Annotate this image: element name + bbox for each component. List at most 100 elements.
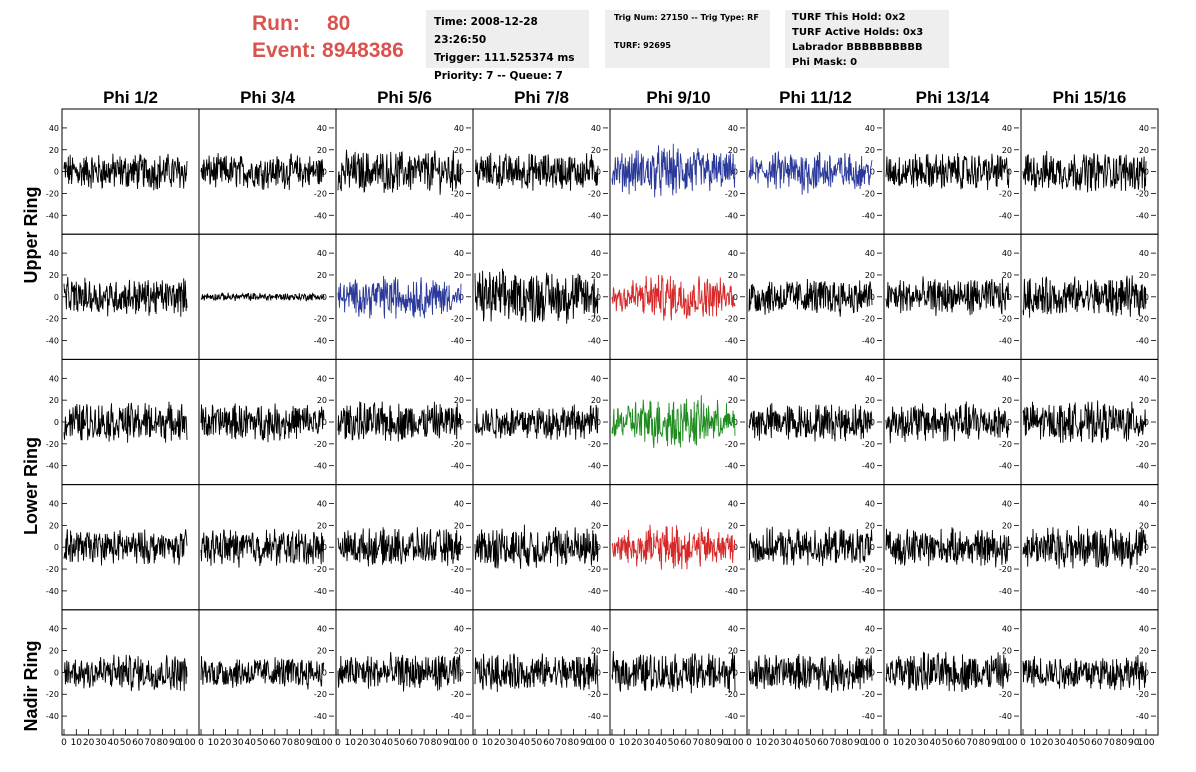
x-tick-label: 40: [518, 738, 530, 748]
y-tick-label: -20: [588, 315, 601, 324]
y-tick-label: 20: [591, 396, 601, 405]
x-tick-label: 60: [132, 738, 144, 748]
y-tick-label: 40: [1139, 249, 1149, 258]
event-value: 8948386: [322, 39, 404, 62]
column-header-phi-11-12: Phi 11/12: [779, 88, 852, 107]
y-tick-label: 0: [596, 168, 601, 177]
turf-box: TURF This Hold: 0x2 TURF Active Holds: 0…: [785, 10, 949, 68]
y-tick-label: -40: [1136, 211, 1149, 220]
panel-r2-c2: 40 20 0 -20 -40: [335, 358, 474, 486]
y-tick-label: -20: [999, 315, 1012, 324]
y-tick-label: -20: [725, 440, 738, 449]
y-tick-label: 40: [454, 625, 464, 634]
x-tick-label: 0: [472, 738, 478, 748]
panel-r3-c3: 40 20 0 -20 -40: [472, 484, 611, 611]
column-header-phi-9-10: Phi 9/10: [646, 88, 711, 107]
waveform-line: [1022, 275, 1147, 318]
x-tick-label: 30: [780, 738, 792, 748]
x-tick-label: 60: [1091, 738, 1103, 748]
y-tick-label: -20: [999, 440, 1012, 449]
y-tick-label: 20: [1139, 521, 1149, 530]
waveform-line: [885, 276, 1010, 316]
y-tick-label: 40: [591, 374, 601, 383]
y-tick-label: 0: [1144, 668, 1149, 677]
y-tick-label: 0: [596, 543, 601, 552]
waveform-line: [748, 402, 873, 442]
y-tick-label: -40: [725, 462, 738, 471]
y-tick-label: -20: [314, 440, 327, 449]
y-tick-label: -20: [451, 189, 464, 198]
y-tick-label: 20: [317, 647, 327, 656]
panel-r1-c1: 40 20 0 -20 -40: [198, 233, 337, 360]
y-tick-label: 20: [454, 146, 464, 155]
y-tick-label: 40: [728, 500, 738, 509]
y-tick-label: -20: [46, 189, 59, 198]
waveform-line: [474, 152, 599, 191]
x-tick-label: 90: [1128, 738, 1140, 748]
y-tick-label: 40: [317, 249, 327, 258]
x-tick-label: 10: [482, 738, 494, 748]
column-header-phi-13-14: Phi 13/14: [915, 88, 990, 107]
y-tick-label: 0: [870, 418, 875, 427]
y-tick-label: 40: [317, 625, 327, 634]
y-tick-label: -20: [999, 565, 1012, 574]
y-tick-label: 0: [54, 418, 59, 427]
panel-r4-c6: 40 20 0 -20 -40: [883, 609, 1022, 736]
x-tick-label: 100: [452, 738, 469, 748]
x-tick-label: 10: [345, 738, 357, 748]
y-tick-label: 0: [322, 543, 327, 552]
y-tick-label: 20: [1002, 647, 1012, 656]
y-tick-label: 0: [54, 293, 59, 302]
y-tick-label: 20: [865, 396, 875, 405]
x-tick-label: 60: [817, 738, 829, 748]
y-tick-label: -40: [862, 712, 875, 721]
y-tick-label: -40: [46, 712, 59, 721]
x-tick-label: 10: [71, 738, 83, 748]
panel-r1-c2: 40 20 0 -20 -40: [335, 233, 474, 360]
panel-r1-c3: 40 20 0 -20 -40: [472, 233, 611, 360]
panel-r2-c7: 40 20 0 -20 -40: [1020, 358, 1159, 486]
trig-num-text: Trig Num: 27150 -- Trig Type: RF: [614, 13, 759, 22]
y-tick-label: 20: [454, 521, 464, 530]
x-tick-label: 100: [178, 738, 195, 748]
panel-r4-c0: 40 20 0 -20 -40: [46, 609, 200, 736]
waveform-line: [474, 404, 599, 440]
y-tick-label: 0: [1007, 168, 1012, 177]
y-tick-label: 0: [1007, 543, 1012, 552]
panel-r0-c2: 40 20 0 -20 -40: [335, 108, 474, 235]
y-tick-label: 20: [1139, 396, 1149, 405]
x-tick-label: 100: [863, 738, 880, 748]
x-tick-label: 50: [531, 738, 543, 748]
x-tick-label: 40: [792, 738, 804, 748]
y-tick-label: -40: [862, 462, 875, 471]
y-tick-label: 20: [1002, 521, 1012, 530]
waveform-line: [63, 401, 188, 443]
run-event-block: Run: 80 Event: 8948386: [252, 10, 404, 64]
y-tick-label: 40: [865, 124, 875, 133]
waveform-line: [337, 527, 462, 567]
y-tick-label: -40: [999, 336, 1012, 345]
y-tick-label: -20: [588, 189, 601, 198]
x-tick-label: 100: [726, 738, 743, 748]
y-tick-label: 40: [1002, 625, 1012, 634]
panel-r1-c7: 40 20 0 -20 -40: [1020, 233, 1159, 360]
y-tick-label: 0: [596, 418, 601, 427]
x-tick-label: 0: [609, 738, 615, 748]
x-tick-label: 90: [854, 738, 866, 748]
panel-r2-c4: 40 20 0 -20 -40: [609, 358, 748, 486]
turf-text: TURF: 92695: [614, 41, 671, 50]
panel-r1-c0: 40 20 0 -20 -40: [46, 233, 200, 360]
x-tick-label: 60: [543, 738, 555, 748]
y-tick-label: 20: [865, 146, 875, 155]
y-tick-label: 20: [454, 271, 464, 280]
y-tick-label: -40: [725, 712, 738, 721]
waveform-line: [611, 395, 736, 449]
y-tick-label: 20: [591, 647, 601, 656]
waveform-line: [1022, 400, 1147, 443]
y-tick-label: 40: [317, 374, 327, 383]
x-tick-label: 0: [335, 738, 341, 748]
y-tick-label: 0: [733, 418, 738, 427]
y-tick-label: 20: [49, 146, 59, 155]
waveform-line: [1022, 150, 1147, 193]
